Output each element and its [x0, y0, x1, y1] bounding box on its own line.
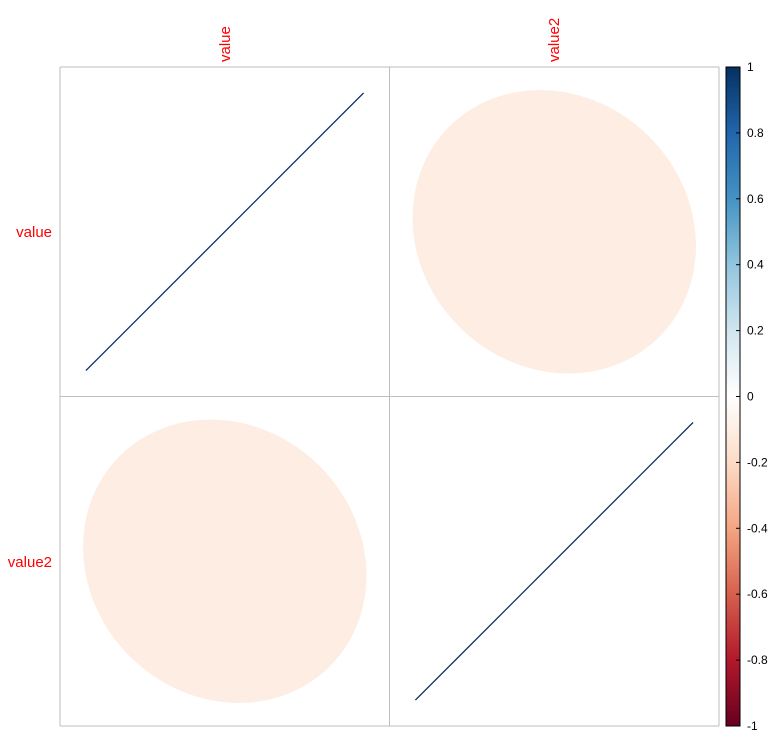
colorbar-tick-label: 0.2 [747, 324, 764, 338]
colorbar-tick-label: -0.2 [747, 455, 768, 469]
colorbar-tick-label: -0.4 [747, 521, 768, 535]
colorbar-tick-label: 0.4 [747, 258, 764, 272]
colorbar-ticks: 1 0.8 0.6 0.4 0.2 0 -0.2 -0.4 -0.6 -0.8 -1 [736, 60, 768, 733]
matrix-cells [83, 90, 696, 703]
colorbar-tick-label: 0.8 [747, 126, 764, 140]
colorbar-tick-label: -0.6 [747, 587, 768, 601]
colorbar-tick-label: 0 [747, 390, 754, 404]
row-label-value2: value2 [8, 554, 52, 571]
grid-lines [59, 66, 720, 727]
colorbar-tick-label: -0.8 [747, 653, 768, 667]
colorbar-tick-label: 1 [747, 60, 754, 74]
colorbar-tick-label: 0.6 [747, 192, 764, 206]
cell-value-value2 [412, 90, 696, 374]
column-label-value2: value2 [546, 18, 563, 62]
cell-value2-value [83, 419, 367, 703]
cell-value-value [85, 92, 365, 372]
cell-value2-value2 [414, 421, 694, 701]
column-label-value: value [217, 26, 234, 62]
row-label-value: value [16, 224, 52, 241]
colorbar-tick-label: -1 [747, 719, 758, 733]
